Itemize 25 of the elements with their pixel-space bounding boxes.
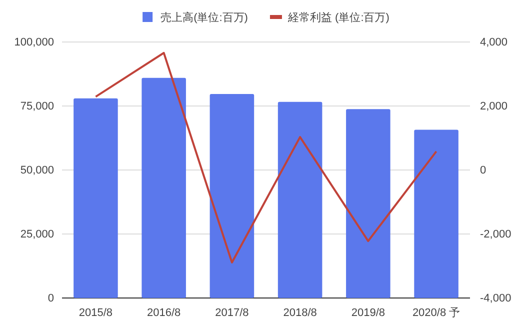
y2-tick-label: 0 [480,164,486,177]
bar [74,98,118,298]
legend-label: 売上高(単位:百万) [160,11,248,24]
x-tick-label: 2016/8 [147,306,181,319]
bar [346,109,390,298]
bar [414,130,458,298]
x-tick-label: 2019/8 [351,306,385,319]
x-tick-label: 2017/8 [215,306,249,319]
x-tick-label: 2020/8 予 [412,306,460,319]
y2-tick-label: -4,000 [480,292,512,305]
y-tick-label: 50,000 [20,164,54,177]
x-tick-label: 2015/8 [78,306,113,319]
bar [278,102,322,298]
bar [210,94,254,298]
y-tick-label: 25,000 [20,228,54,241]
line-series [94,52,438,264]
y-tick-label: 100,000 [14,36,54,49]
y-tick-label: 75,000 [20,100,54,113]
y2-tick-label: -2,000 [480,228,512,241]
bar [142,78,186,298]
y-tick-label: 0 [48,292,54,305]
legend-label: 経常利益 (単位:百万) [286,11,390,24]
x-tick-label: 2018/8 [283,306,317,319]
y2-tick-label: 4,000 [480,36,508,49]
y2-tick-label: 2,000 [480,100,508,113]
